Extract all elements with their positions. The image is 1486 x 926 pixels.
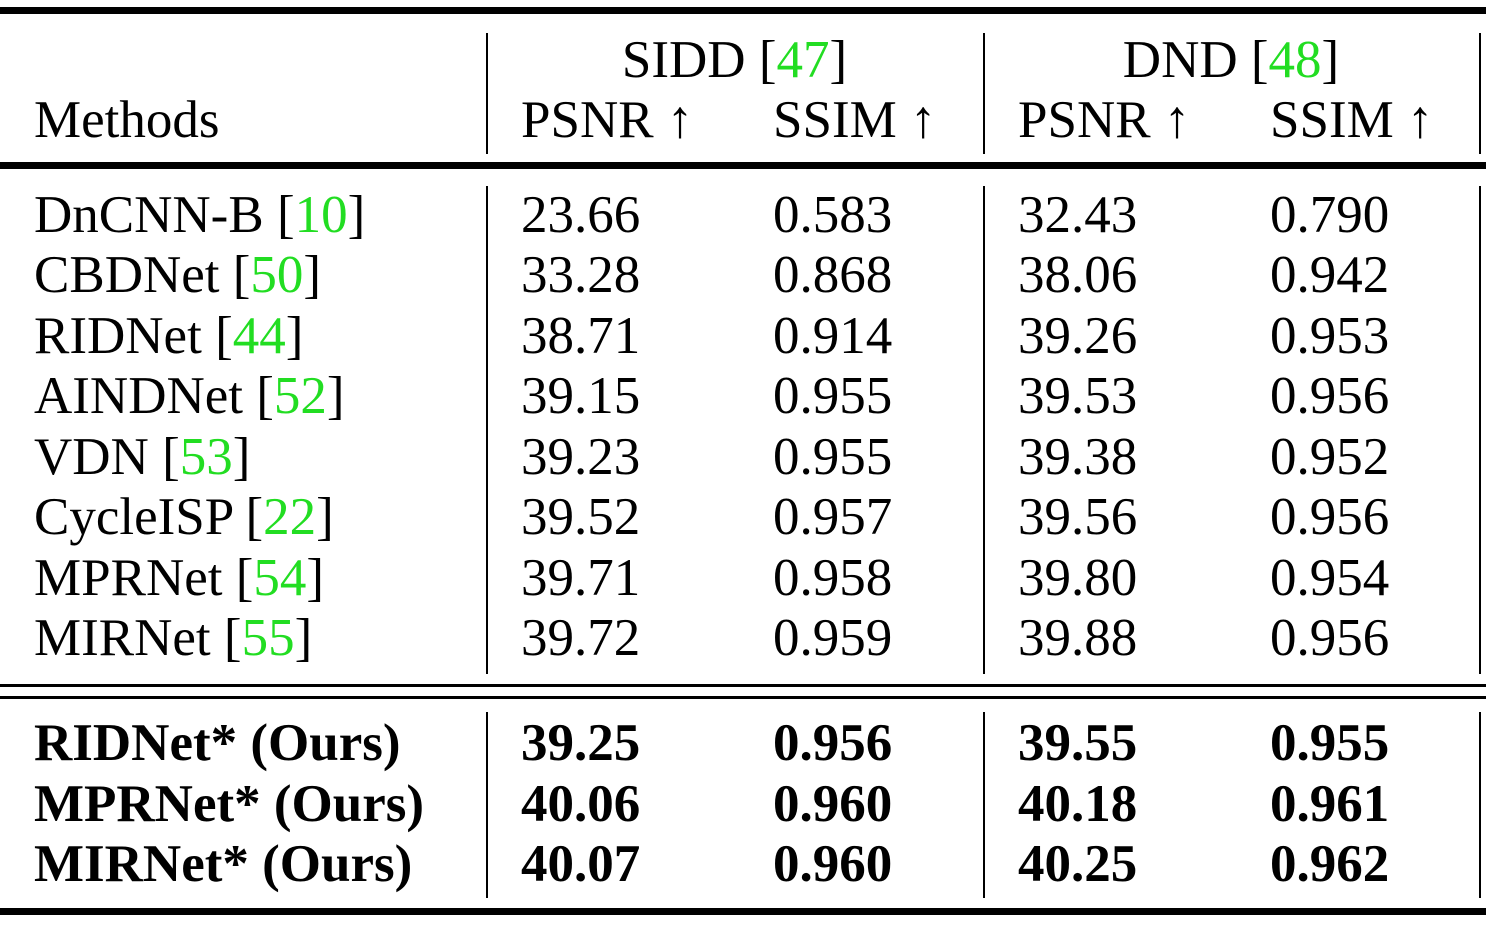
value-cell: 0.868 (773, 246, 893, 304)
value-cell: 0.956 (1270, 488, 1390, 546)
value-cell: 39.26 (1018, 307, 1138, 365)
method-name: MPRNet (34, 549, 223, 607)
double-rule-lower (0, 696, 1486, 699)
value-cell: 38.06 (1018, 246, 1138, 304)
method-name: VDN (34, 428, 149, 486)
value-cell: 33.28 (521, 246, 641, 304)
column-separator (486, 712, 488, 898)
value-cell: 39.52 (521, 488, 641, 546)
value-cell: 0.952 (1270, 428, 1390, 486)
metric-header-ssim: SSIM ↑ (1270, 91, 1434, 149)
method-cell: CBDNet [50] (34, 246, 322, 304)
group-name: SIDD (621, 31, 746, 89)
value-cell: 39.56 (1018, 488, 1138, 546)
value-cell: 23.66 (521, 186, 641, 244)
value-cell: 39.88 (1018, 609, 1138, 667)
citation-link[interactable]: 55 (241, 609, 295, 667)
value-cell: 39.25 (521, 714, 641, 772)
value-cell: 0.960 (773, 775, 893, 833)
method-cell: CycleISP [22] (34, 488, 334, 546)
column-separator (486, 186, 488, 674)
value-cell: 0.942 (1270, 246, 1390, 304)
metric-header-ssim: SSIM ↑ (773, 91, 937, 149)
method-name: CBDNet (34, 246, 220, 304)
column-separator (1479, 712, 1481, 898)
value-cell: 40.25 (1018, 835, 1138, 893)
metric-header-psnr: PSNR ↑ (1018, 91, 1191, 149)
value-cell: 0.959 (773, 609, 893, 667)
citation-link[interactable]: 52 (273, 367, 327, 425)
double-rule-upper (0, 684, 1486, 687)
citation-link[interactable]: 48 (1268, 31, 1322, 89)
method-cell: MIRNet [55] (34, 609, 313, 667)
method-cell: MIRNet* (Ours) (34, 835, 413, 893)
value-cell: 0.955 (773, 367, 893, 425)
value-cell: 39.15 (521, 367, 641, 425)
column-separator (1479, 33, 1481, 154)
method-name: RIDNet (34, 307, 202, 365)
value-cell: 0.790 (1270, 186, 1390, 244)
value-cell: 39.71 (521, 549, 641, 607)
column-separator (983, 712, 985, 898)
column-separator (983, 186, 985, 674)
value-cell: 0.962 (1270, 835, 1390, 893)
value-cell: 0.956 (1270, 609, 1390, 667)
value-cell: 0.955 (773, 428, 893, 486)
value-cell: 39.55 (1018, 714, 1138, 772)
citation-link[interactable]: 44 (232, 307, 286, 365)
value-cell: 40.18 (1018, 775, 1138, 833)
method-cell: RIDNet* (Ours) (34, 714, 401, 772)
citation-link[interactable]: 53 (179, 428, 233, 486)
citation-link[interactable]: 47 (776, 31, 830, 89)
value-cell: 32.43 (1018, 186, 1138, 244)
method-cell: RIDNet [44] (34, 307, 304, 365)
value-cell: 38.71 (521, 307, 641, 365)
column-separator (983, 33, 985, 154)
column-separator (486, 33, 488, 154)
value-cell: 0.961 (1270, 775, 1390, 833)
value-cell: 0.953 (1270, 307, 1390, 365)
value-cell: 0.914 (773, 307, 893, 365)
value-cell: 0.957 (773, 488, 893, 546)
value-cell: 0.956 (1270, 367, 1390, 425)
value-cell: 40.07 (521, 835, 641, 893)
method-name: MIRNet (34, 609, 211, 667)
methods-header: Methods (34, 91, 220, 149)
value-cell: 0.583 (773, 186, 893, 244)
metric-header-psnr: PSNR ↑ (521, 91, 694, 149)
method-cell: DnCNN-B [10] (34, 186, 366, 244)
method-cell: VDN [53] (34, 428, 251, 486)
group-header-dnd: DND [48] (1122, 31, 1340, 89)
value-cell: 40.06 (521, 775, 641, 833)
group-name: DND (1122, 31, 1238, 89)
value-cell: 0.955 (1270, 714, 1390, 772)
value-cell: 39.38 (1018, 428, 1138, 486)
citation-link[interactable]: 54 (253, 549, 307, 607)
value-cell: 0.960 (773, 835, 893, 893)
citation-link[interactable]: 50 (250, 246, 304, 304)
method-name: DnCNN-B (34, 186, 264, 244)
value-cell: 39.53 (1018, 367, 1138, 425)
method-name: AINDNet (34, 367, 243, 425)
citation-link[interactable]: 22 (263, 488, 317, 546)
bottom-rule (0, 908, 1486, 915)
method-cell: MPRNet [54] (34, 549, 325, 607)
value-cell: 0.956 (773, 714, 893, 772)
value-cell: 39.72 (521, 609, 641, 667)
group-header-sidd: SIDD [47] (621, 31, 848, 89)
method-cell: AINDNet [52] (34, 367, 345, 425)
header-rule (0, 162, 1486, 169)
method-cell: MPRNet* (Ours) (34, 775, 425, 833)
top-rule (0, 7, 1486, 14)
method-name: CycleISP (34, 488, 233, 546)
value-cell: 39.23 (521, 428, 641, 486)
value-cell: 0.954 (1270, 549, 1390, 607)
citation-link[interactable]: 10 (294, 186, 348, 244)
column-separator (1479, 186, 1481, 674)
value-cell: 0.958 (773, 549, 893, 607)
value-cell: 39.80 (1018, 549, 1138, 607)
